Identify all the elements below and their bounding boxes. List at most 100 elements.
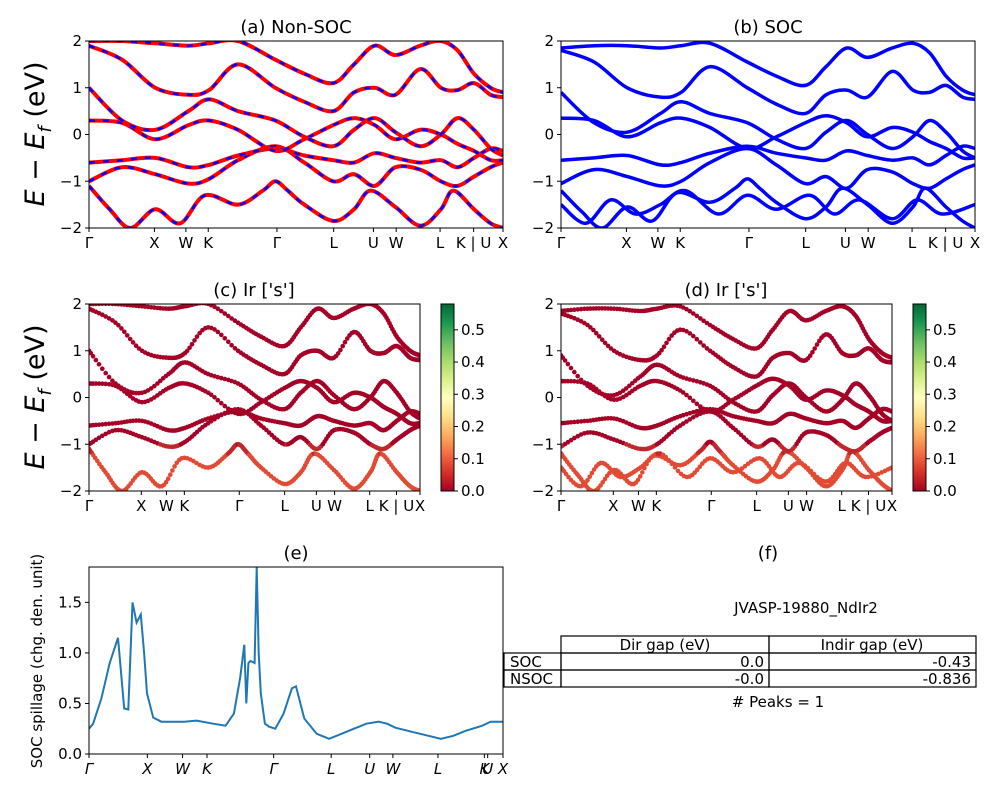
spillage-ylabel: SOC spillage (chg. den. unit)	[28, 554, 46, 769]
panel-d-point	[596, 334, 602, 339]
panel-c-point	[163, 479, 169, 485]
colorbar-tick-label: 0.1	[933, 450, 957, 468]
panel-d-point	[664, 340, 669, 346]
panel-c-point	[103, 381, 108, 387]
panel-c-point	[215, 413, 221, 418]
panel-d-point	[582, 380, 587, 386]
colorbar-tick-label: 0.2	[461, 418, 485, 436]
panel-d-point	[640, 470, 645, 475]
panel-d-point	[672, 465, 678, 470]
panel-e-xtick-label: W	[175, 760, 191, 778]
panel-c-point	[212, 327, 217, 332]
panel-e-xtick-label: W	[385, 760, 401, 778]
panel-d-point	[810, 350, 815, 355]
panel-b-xtick-label: Γ	[557, 234, 566, 252]
panel-d-point	[568, 307, 574, 313]
panel-c-point	[219, 400, 224, 406]
panel-b-band-line	[561, 91, 975, 160]
panel-e-xtick-label: L	[434, 760, 442, 778]
panel-d-point	[572, 379, 577, 384]
panel-d-point	[568, 420, 574, 425]
panel-c-xtick-label: X	[136, 497, 146, 515]
panel-b-ytick-label: 0	[544, 126, 554, 144]
table-footer: # Peaks = 1	[732, 693, 824, 711]
colorbar-tick-label: 0.5	[461, 321, 485, 339]
panel-d-ytick-label: 2	[544, 295, 554, 313]
panel-a-xtick-label: U	[368, 234, 379, 252]
panel-d-point	[575, 307, 580, 312]
panel-d-point	[889, 465, 892, 470]
panel-c-point	[338, 347, 343, 353]
panel-c-point	[208, 392, 214, 398]
panel-d-point	[635, 477, 641, 483]
panel-b-title: (b) SOC	[733, 17, 802, 38]
panel-d-point	[663, 454, 669, 460]
panel-c-point	[100, 381, 105, 387]
panel-d-point	[694, 336, 700, 342]
panel-e-plot: 0.00.51.01.5Γ X W K Γ L U W L KU X	[58, 566, 509, 778]
panel-d-xtick-label: L	[752, 497, 761, 515]
panel-b-band-line	[561, 188, 975, 226]
panel-d-xtick-label: Γ	[557, 497, 566, 515]
panel-c-point	[100, 422, 105, 427]
panel-c-point	[219, 308, 224, 314]
panel-d-point	[808, 468, 814, 474]
panel-d-point	[697, 464, 703, 470]
panel-a-xtick-label: K	[203, 234, 214, 252]
panel-d-point	[568, 365, 574, 371]
panel-d-point	[575, 379, 580, 384]
panel-c-point	[96, 362, 102, 367]
panel-a-xtick-label: W	[178, 234, 193, 252]
panel-a-xtick-label: X	[498, 234, 508, 252]
panel-d-point	[687, 377, 693, 382]
panel-d-point	[704, 346, 710, 351]
panel-e-ytick-label: 1.5	[58, 593, 82, 611]
panel-c-point	[219, 375, 224, 381]
panel-a-ytick-label: 0	[72, 126, 82, 144]
colorbar-tick-label: 0.0	[933, 482, 957, 500]
panel-d-xtick-label: W	[631, 497, 646, 515]
panel-d-point	[684, 306, 689, 312]
table-row-soc-dir: 0.0	[740, 653, 764, 671]
panel-c-point	[215, 329, 221, 335]
panel-b-xtick-label: X	[970, 234, 980, 252]
panel-c-point	[212, 304, 217, 310]
panel-a-xtick-label: K | U	[456, 234, 491, 252]
panel-a-ytick-label: −1	[60, 172, 82, 190]
table-col-dir-gap: Dir gap (eV)	[620, 636, 711, 654]
panel-e-ytick-label: 1.0	[58, 644, 82, 662]
panel-c-point	[172, 464, 177, 469]
panel-d-point	[691, 409, 696, 415]
panel-d-point	[666, 457, 672, 463]
panel-d-point	[889, 425, 892, 431]
panel-c-ytick-label: 2	[72, 295, 82, 313]
panel-a-band-line	[89, 179, 503, 228]
colorbar-c: 0.0 0.1 0.2 0.3 0.4 0.5	[440, 303, 485, 500]
panel-c-point	[168, 472, 173, 478]
panel-c-point	[96, 435, 102, 441]
panel-d-point	[680, 421, 686, 426]
panel-c-point	[232, 346, 238, 351]
panel-b-band-line	[561, 41, 975, 97]
panel-a-xtick-label: X	[149, 234, 159, 252]
panel-c-point	[226, 339, 231, 345]
panel-d-point	[578, 377, 584, 383]
panel-e-xtick-label: K	[479, 760, 490, 778]
panel-a-xtick-label: L	[436, 234, 445, 252]
panel-c-point	[116, 323, 121, 328]
panel-c-point	[103, 421, 108, 427]
panel-d-point	[889, 360, 892, 365]
panel-c-point	[152, 383, 157, 389]
panel-d-point	[599, 337, 605, 343]
panel-d-point	[587, 474, 592, 480]
panel-a-xtick-label: Γ	[273, 234, 282, 252]
panel-c-ytick-label: 0	[72, 389, 82, 407]
panel-c-xtick-label: W	[327, 497, 342, 515]
panel-c-point	[106, 316, 112, 321]
panel-a-ytick-label: 2	[72, 32, 82, 50]
panel-c-point	[222, 411, 228, 416]
panel-a-ytick-label: −2	[60, 219, 82, 237]
panel-d-point	[814, 342, 820, 347]
panel-c-point	[212, 395, 217, 400]
